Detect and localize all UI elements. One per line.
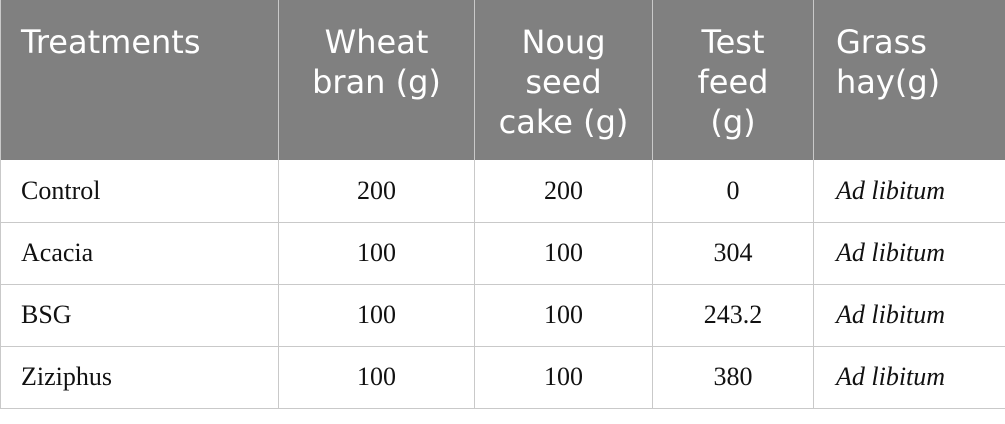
table-cell: 243.2 bbox=[652, 284, 814, 347]
table-cell: 200 bbox=[474, 160, 653, 223]
table-cell: 100 bbox=[474, 284, 653, 347]
table-row: BSG 100 100 243.2 Ad libitum bbox=[0, 284, 1005, 347]
table-cell: Ad libitum bbox=[813, 160, 1005, 223]
table-cell: 100 bbox=[278, 222, 475, 285]
table-cell: BSG bbox=[0, 284, 279, 347]
table-cell: Control bbox=[0, 160, 279, 223]
header-cell: Grass hay(g) bbox=[813, 0, 1005, 160]
table-cell: 100 bbox=[278, 284, 475, 347]
header-cell: Noug seed cake (g) bbox=[474, 0, 653, 160]
header-cell: Treatments bbox=[0, 0, 279, 160]
table-cell: 0 bbox=[652, 160, 814, 223]
table-cell: 100 bbox=[474, 222, 653, 285]
data-table: Treatments Wheat bran (g) Noug seed cake (… bbox=[0, 0, 1005, 409]
header-row: Treatments Wheat bran (g) Noug seed cake (… bbox=[0, 0, 1005, 160]
table-cell: Ad libitum bbox=[813, 222, 1005, 285]
header-cell: Test feed (g) bbox=[652, 0, 814, 160]
header-cell: Wheat bran (g) bbox=[278, 0, 475, 160]
table-row: Control 200 200 0 Ad libitum bbox=[0, 160, 1005, 223]
table-body: Control 200 200 0 Ad libitum Acacia 100 100 304 A… bbox=[0, 160, 1005, 409]
table-cell: Ziziphus bbox=[0, 346, 279, 409]
table-cell: Ad libitum bbox=[813, 346, 1005, 409]
table-cell: 380 bbox=[652, 346, 814, 409]
table-cell: Acacia bbox=[0, 222, 279, 285]
table-cell: 100 bbox=[474, 346, 653, 409]
table-cell: 200 bbox=[278, 160, 475, 223]
table-row: Acacia 100 100 304 Ad libitum bbox=[0, 222, 1005, 285]
table-cell: Ad libitum bbox=[813, 284, 1005, 347]
table-cell: 304 bbox=[652, 222, 814, 285]
table-row: Ziziphus 100 100 380 Ad libitum bbox=[0, 346, 1005, 409]
table-cell: 100 bbox=[278, 346, 475, 409]
